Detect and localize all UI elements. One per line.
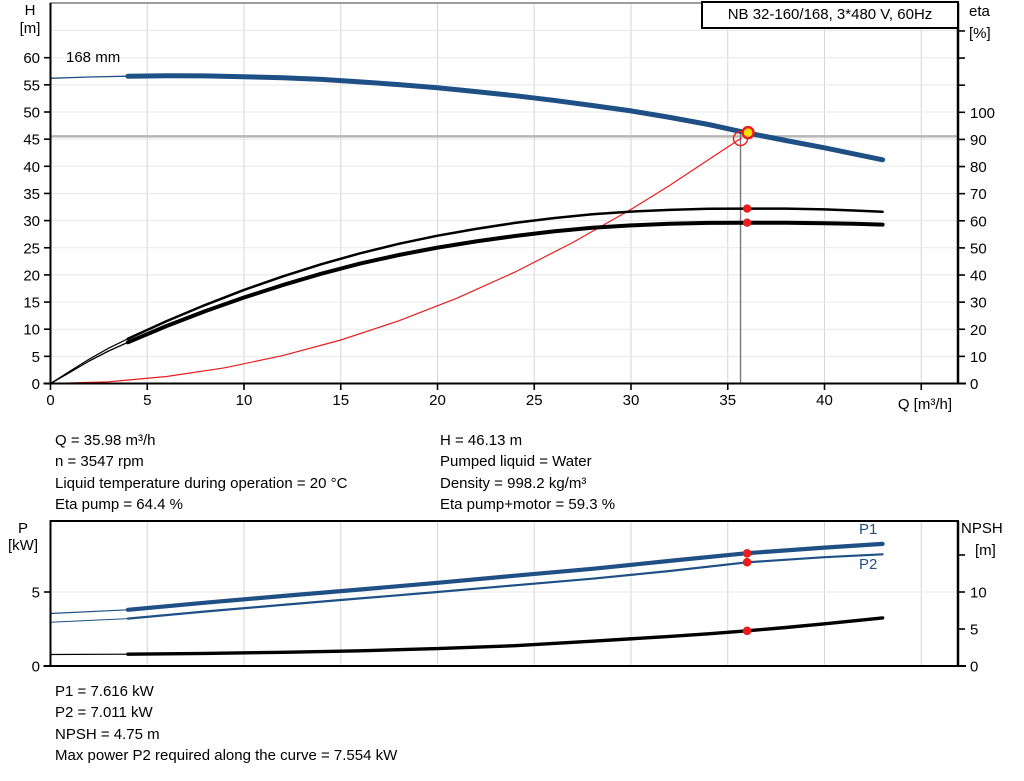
x-tick-label: 15: [332, 392, 349, 409]
right-axis-tick-label: 70: [970, 186, 987, 203]
series-p1-curve: [125, 541, 885, 612]
left-axis-tick-label: 35: [23, 186, 40, 203]
left-axis-tick-label: 0: [32, 659, 40, 676]
duty-info-line: n = 3547 rpm: [55, 453, 144, 471]
left-axis-tick-label: 50: [23, 105, 40, 122]
p1-curve-label: P1: [859, 521, 878, 538]
x-tick-label: 25: [526, 392, 543, 409]
power-npsh-chart-svg: 0 5 0 5 10: [32, 520, 987, 676]
duty-info-line: Density = 998.2 kg/m³: [440, 474, 587, 492]
left-axis-tick-label: 30: [23, 213, 40, 230]
series-npsh-curve: [126, 616, 885, 656]
right-axis-tick-label: 5: [970, 622, 978, 639]
left-axis-tick-label: 45: [23, 132, 40, 149]
right-axis-tick-label: 90: [970, 132, 987, 149]
duty-info-line: Eta pump = 64.4 %: [55, 495, 183, 513]
left-axis-tick-label: 5: [32, 585, 40, 602]
right-axis-tick-label: 20: [970, 322, 987, 339]
right-axis-tick-label: 50: [970, 240, 987, 257]
power-axis-unit: [kW]: [8, 537, 38, 554]
p2-curve-label: P2: [859, 556, 878, 573]
npsh-axis-unit: [m]: [975, 542, 996, 559]
duty-point-p2: [742, 557, 752, 567]
x-tick-label: 30: [623, 392, 640, 409]
right-axis-tick-label: 30: [970, 295, 987, 312]
left-axis-tick-label: 60: [23, 50, 40, 67]
left-axis-tick-label: 15: [23, 295, 40, 312]
series-eta-pump-curve: [49, 338, 129, 385]
duty-info-right-column: H = 46.13 m Pumped liquid = Water Densit…: [440, 430, 615, 515]
left-axis-tick-label: 55: [23, 77, 40, 94]
power-info-column: P1 = 7.616 kW P2 = 7.011 kW NPSH = 4.75 …: [55, 681, 397, 766]
series-pump-curve-168mm: [125, 73, 886, 163]
duty-info-line: Liquid temperature during operation = 20…: [55, 474, 348, 492]
series-eta-pump-motor-curve: [49, 341, 129, 385]
head-axis-unit: [m]: [19, 20, 41, 37]
eta-axis-label: eta: [969, 3, 990, 20]
right-axis-tick-label: 40: [970, 268, 987, 285]
x-tick-label: 5: [143, 392, 151, 409]
left-axis-tick-label: 5: [32, 349, 40, 366]
pump-title-box: NB 32-160/168, 3*480 V, 60Hz: [701, 1, 959, 29]
series-p2-curve: [126, 553, 884, 620]
power-info-line: Max power P2 required along the curve = …: [55, 746, 398, 764]
flow-axis-label: Q [m³/h]: [897, 396, 952, 413]
duty-info-left-column: Q = 35.98 m³/h n = 3547 rpm Liquid tempe…: [55, 430, 347, 515]
x-tick-label: 20: [429, 392, 446, 409]
right-axis-tick-label: 0: [970, 376, 978, 393]
right-axis-tick-label: 80: [970, 159, 987, 176]
npsh-axis-label: NPSH: [961, 520, 1003, 537]
right-axis-tick-label: 10: [970, 349, 987, 366]
duty-point-npsh: [742, 626, 752, 636]
right-axis-tick-label: 60: [970, 213, 987, 230]
eta-axis-unit: [%]: [969, 25, 991, 42]
power-axis-label: P: [17, 520, 28, 537]
right-axis-tick-label: 0: [970, 659, 978, 676]
duty-info-line: Pumped liquid = Water: [440, 453, 592, 471]
duty-info-line: Eta pump+motor = 59.3 %: [440, 495, 616, 513]
duty-point-eta-pump-motor: [742, 218, 752, 227]
x-tick-label: 40: [816, 392, 833, 409]
series-eta-pump-curve: [126, 207, 884, 341]
series-p1-curve: [49, 609, 129, 615]
power-info-line: P2 = 7.011 kW: [55, 704, 153, 722]
series-system-curve: [49, 137, 742, 385]
duty-point-eta-pump: [742, 204, 752, 213]
series-pump-curve-168mm: [49, 75, 129, 79]
left-axis-tick-label: 25: [23, 240, 40, 257]
power-info-line: P1 = 7.616 kW: [55, 683, 154, 700]
x-tick-label: 0: [46, 392, 54, 409]
duty-point: [741, 125, 755, 140]
series-p2-curve: [50, 618, 129, 623]
left-axis-tick-label: 10: [23, 322, 40, 339]
x-tick-label: 10: [236, 392, 253, 409]
x-tick-label: 35: [719, 392, 736, 409]
duty-point-p1: [742, 548, 752, 558]
left-axis-tick-label: 0: [32, 376, 40, 393]
head-axis-label: H: [24, 2, 36, 19]
duty-info-line: Q = 35.98 m³/h: [55, 432, 156, 449]
duty-info-line: H = 46.13 m: [440, 432, 523, 449]
right-axis-tick-label: 100: [970, 105, 995, 122]
left-axis-tick-label: 40: [23, 159, 40, 176]
power-info-line: NPSH = 4.75 m: [55, 725, 160, 743]
head-flow-chart-svg: 0 5 10 15 20 25 30 35 40 0 5 10 15 20 25 30 35 40 45 50 55 60…: [23, 2, 995, 409]
left-axis-tick-label: 20: [23, 267, 40, 284]
impeller-diameter-label: 168 mm: [66, 49, 121, 66]
series-eta-pump-motor-curve: [125, 220, 885, 345]
right-axis-tick-label: 10: [970, 585, 987, 602]
